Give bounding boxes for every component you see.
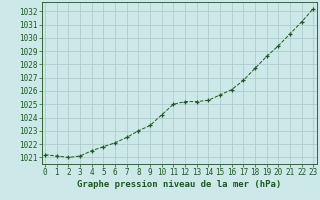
X-axis label: Graphe pression niveau de la mer (hPa): Graphe pression niveau de la mer (hPa) <box>77 180 281 189</box>
